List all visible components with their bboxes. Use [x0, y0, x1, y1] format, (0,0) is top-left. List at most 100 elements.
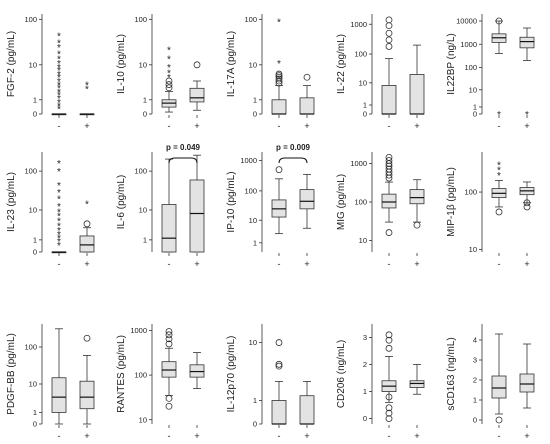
y-tick-label: 1000 — [350, 159, 367, 168]
y-tick-label: 1 — [33, 95, 37, 104]
extreme-point: * — [57, 217, 61, 228]
extreme-point: * — [57, 54, 61, 65]
y-tick-label: 0 — [33, 420, 37, 429]
outlier-point — [165, 340, 173, 348]
x-tick-label: + — [524, 259, 529, 269]
extreme-point: * — [57, 38, 61, 49]
outlier-point — [165, 402, 173, 410]
y-tick-label: 0 — [253, 110, 257, 119]
y-tick-label: 100 — [134, 167, 147, 176]
extreme-point: * — [57, 50, 61, 61]
x-tick-label: - — [498, 431, 501, 441]
y-tick-label: 10 — [469, 85, 477, 94]
outlier-point — [275, 362, 283, 370]
outlier-point — [165, 331, 173, 339]
x-tick-label: - — [58, 259, 61, 269]
box-iqr — [271, 99, 287, 115]
panel-15: 0 1 2 3 4 sCD163 (ng/mL) - + — [446, 324, 535, 441]
outlier-point — [165, 395, 173, 402]
box-negative: ** — [271, 17, 287, 115]
x-tick-label: + — [194, 121, 199, 131]
y-tick-label: 1000 — [460, 40, 477, 49]
extreme-point: * — [167, 54, 171, 65]
outlier-point — [275, 75, 283, 83]
box-negative: * — [491, 17, 507, 121]
outlier-point — [165, 328, 173, 335]
y-tick-label: 3 — [473, 356, 477, 365]
extreme-point: * — [57, 84, 61, 95]
y-axis-label: IL-23 (pg/mL) — [6, 172, 17, 232]
extreme-point: * — [167, 69, 171, 80]
y-tick-label: 10 — [139, 415, 147, 424]
y-tick-label: 10000 — [456, 17, 477, 26]
box-negative — [271, 339, 287, 425]
outlier-point — [275, 360, 283, 368]
y-tick-label: 1 — [253, 396, 257, 405]
y-axis-label: sCD163 (ng/mL) — [446, 337, 457, 410]
box-positive — [299, 381, 315, 425]
outlier-point — [385, 157, 393, 164]
box-iqr — [299, 97, 315, 115]
extreme-point: * — [85, 84, 89, 95]
y-tick-label: 0 — [363, 414, 367, 423]
x-tick-label: + — [524, 121, 529, 131]
y-tick-label: 1000 — [350, 20, 367, 29]
extreme-point: * — [57, 208, 61, 219]
outlier-point — [385, 29, 393, 37]
y-tick-label: 100 — [244, 15, 257, 24]
x-tick-label: - — [388, 259, 391, 269]
extreme-point: * — [497, 110, 501, 121]
extreme-point: * — [57, 102, 61, 113]
extreme-point: * — [57, 81, 61, 92]
outlier-point — [413, 221, 421, 229]
panel-10: 10 100 MIP-1β (pg/mL) - + *** — [446, 152, 535, 269]
y-tick-label: 10 — [249, 60, 257, 69]
extreme-point: * — [57, 233, 61, 244]
x-tick-label: + — [84, 431, 89, 441]
box-iqr — [299, 189, 315, 210]
outlier-point — [275, 73, 283, 81]
y-tick-label: 1 — [253, 238, 257, 247]
extreme-point: * — [57, 241, 61, 252]
outlier-point — [385, 229, 393, 236]
y-axis-label: MIP-1β (pg/mL) — [446, 167, 457, 237]
extreme-point: * — [167, 73, 171, 84]
box-negative — [381, 16, 397, 115]
x-tick-label: + — [414, 121, 419, 131]
y-tick-label: 10 — [29, 380, 37, 389]
outlier-point — [83, 220, 91, 228]
y-tick-label: 100 — [354, 198, 367, 207]
extreme-point: * — [57, 90, 61, 101]
x-tick-label: - — [58, 431, 61, 441]
box-iqr — [161, 204, 177, 253]
x-tick-label: + — [524, 431, 529, 441]
box-iqr — [161, 361, 177, 378]
x-tick-label: - — [168, 121, 171, 131]
extreme-point: * — [57, 159, 61, 170]
y-tick-label: 1 — [33, 235, 37, 244]
y-tick-label: 100 — [134, 15, 147, 24]
x-tick-label: - — [58, 121, 61, 131]
extreme-point: * — [57, 212, 61, 223]
y-axis-label: IL-10 (pg/mL) — [116, 34, 127, 94]
box-negative: ***** — [161, 46, 177, 113]
box-negative: *************** — [51, 159, 67, 254]
x-tick-label: + — [414, 259, 419, 269]
y-tick-label: 0 — [33, 248, 37, 257]
y-tick-label: 3 — [363, 333, 367, 342]
y-tick-label: 2 — [363, 360, 367, 369]
y-axis-label: IP-10 (pg/mL) — [226, 171, 237, 232]
x-tick-label: - — [278, 121, 281, 131]
y-tick-label: 1 — [473, 396, 477, 405]
box-negative — [491, 333, 507, 424]
p-value-label: p = 0.009 — [276, 143, 311, 152]
y-tick-label: 100 — [464, 188, 477, 197]
y-axis-label: IL-22 (pg/mL) — [336, 34, 347, 94]
y-tick-label: 0 — [253, 420, 257, 429]
box-negative — [381, 153, 397, 236]
